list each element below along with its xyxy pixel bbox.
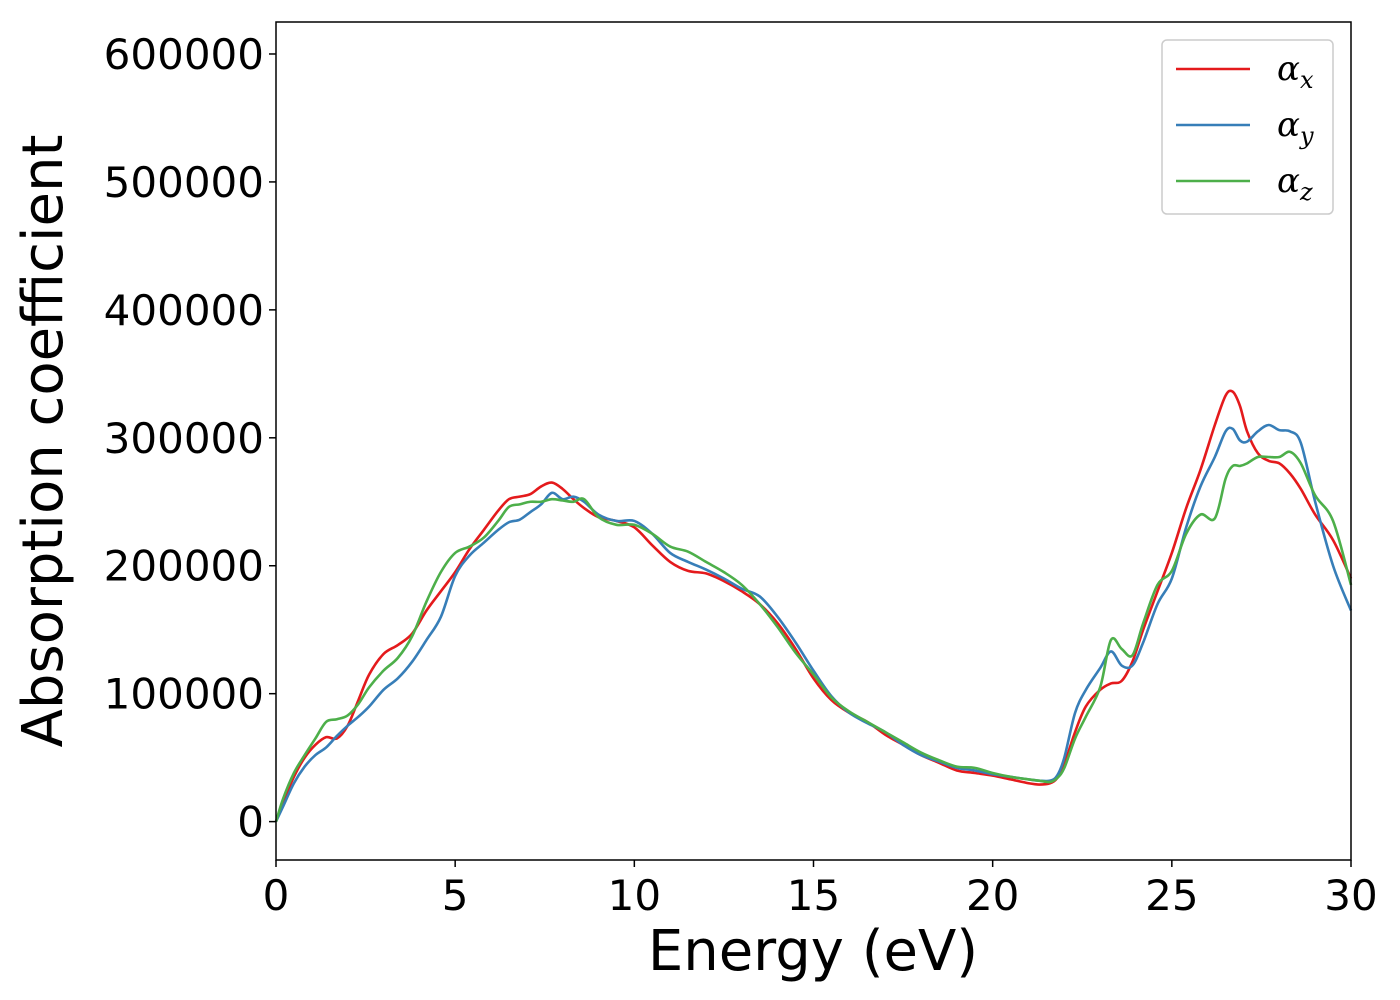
y-tick-label: 400000	[104, 286, 264, 335]
legend-label-alpha-z: αz	[1277, 161, 1313, 206]
legend-label-alpha-x: αx	[1277, 49, 1314, 94]
x-tick-label: 20	[966, 871, 1019, 920]
x-tick-label: 30	[1324, 871, 1377, 920]
x-tick-label: 15	[787, 871, 840, 920]
x-tick-label: 5	[442, 871, 469, 920]
series-layer	[274, 389, 1353, 823]
y-tick-label: 0	[237, 798, 264, 847]
series-line-alpha-x	[274, 389, 1353, 823]
x-axis-title: Energy (eV)	[648, 919, 978, 984]
x-tick-label: 10	[608, 871, 661, 920]
y-tick-label: 200000	[104, 542, 264, 591]
legend-entries: αx αy αz	[1176, 49, 1314, 206]
y-tick-label: 300000	[104, 414, 264, 463]
x-tick-label: 0	[263, 871, 290, 920]
y-axis-title: Absorption coefficient	[11, 135, 76, 748]
y-tick-label: 100000	[104, 670, 264, 719]
x-ticks: 0 5 10 15 20 25 30	[263, 860, 1378, 920]
y-tick-label: 500000	[104, 158, 264, 207]
legend: αx αy αz	[1161, 39, 1334, 215]
y-tick-label: 600000	[104, 30, 264, 79]
legend-label-alpha-y: αy	[1277, 105, 1314, 150]
series-line-alpha-z	[274, 450, 1353, 823]
y-ticks: 0 100000 200000 300000 400000 500000 600000	[104, 30, 276, 847]
x-tick-label: 25	[1145, 871, 1198, 920]
legend-frame	[1161, 39, 1334, 215]
